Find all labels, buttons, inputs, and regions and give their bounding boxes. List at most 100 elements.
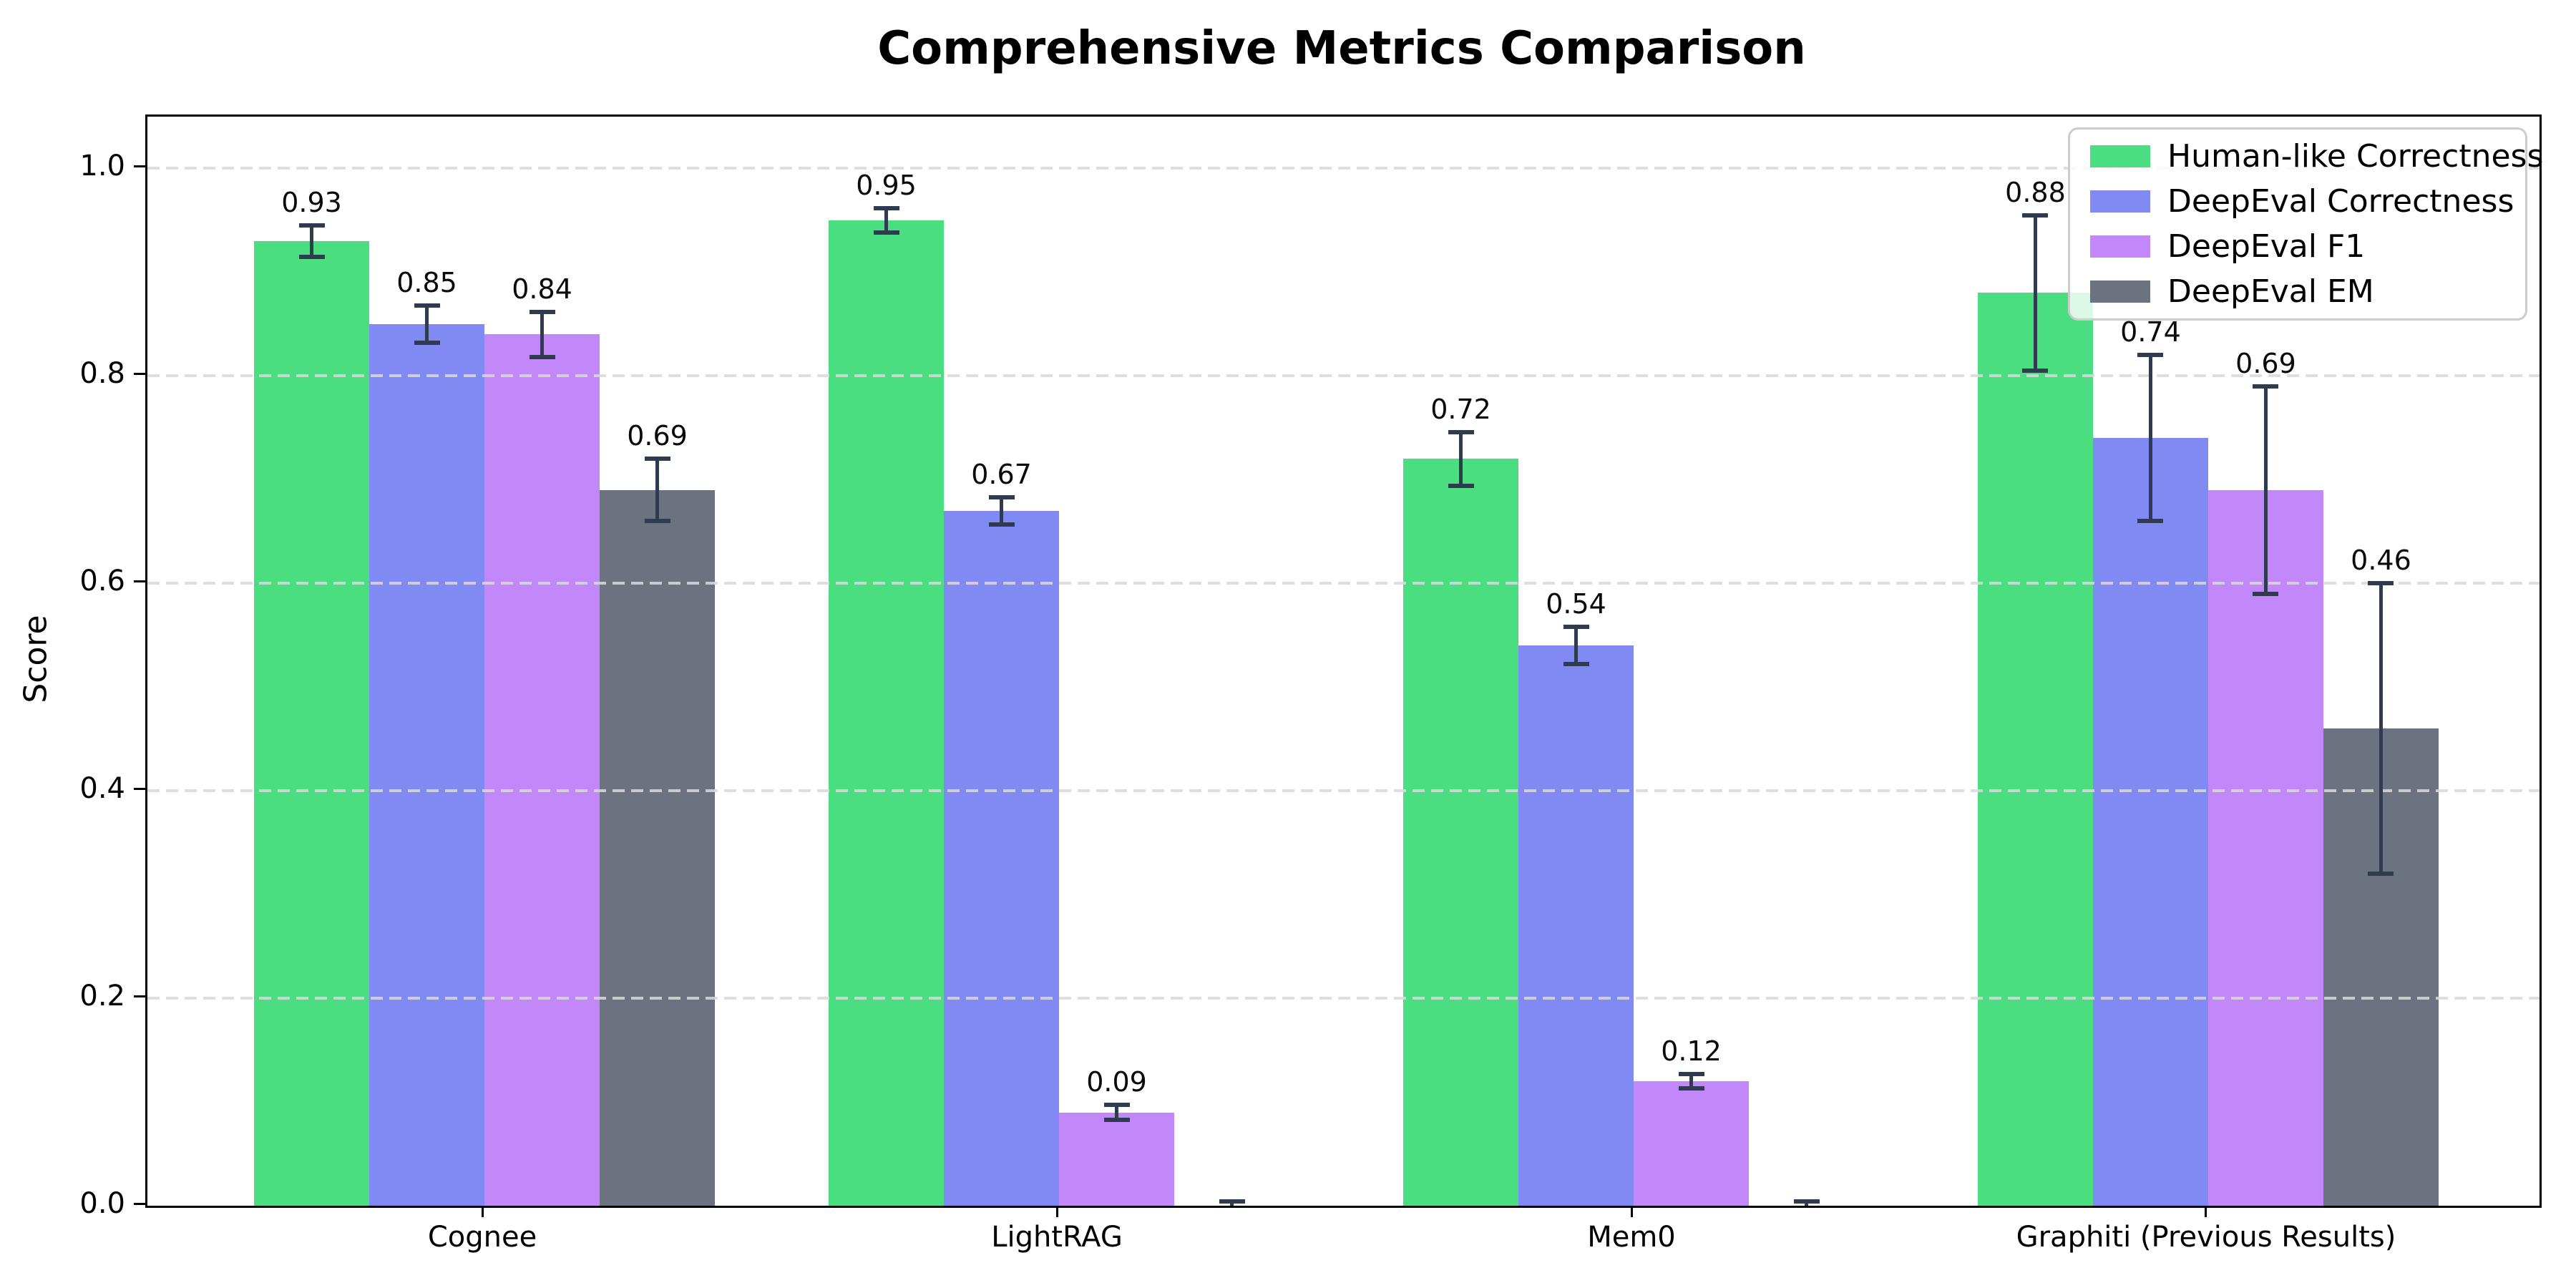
y-tick xyxy=(134,373,145,376)
y-tick xyxy=(134,995,145,998)
bar xyxy=(484,334,600,1206)
legend-item: DeepEval Correctness xyxy=(2070,179,2525,224)
bar xyxy=(944,510,1060,1206)
legend-swatch xyxy=(2090,190,2150,213)
error-bar-cap-bottom xyxy=(2253,591,2279,596)
error-bar xyxy=(425,305,429,343)
bar-value-label: 0.85 xyxy=(396,266,457,298)
bar-value-label: 0.69 xyxy=(627,420,688,452)
error-bar xyxy=(2033,215,2037,371)
legend-label: DeepEval F1 xyxy=(2167,228,2366,265)
bar-value-label: 0.09 xyxy=(1086,1066,1147,1098)
x-tick xyxy=(1055,1206,1058,1217)
bar xyxy=(1634,1081,1749,1206)
legend-swatch xyxy=(2090,235,2150,258)
error-bar-cap-bottom xyxy=(1448,484,1474,489)
error-bar-cap-top xyxy=(2137,353,2164,358)
error-bar xyxy=(1459,431,1463,487)
y-tick xyxy=(134,165,145,168)
error-bar xyxy=(655,459,660,522)
bar xyxy=(829,220,945,1206)
bar-value-label: 0.93 xyxy=(281,187,342,219)
error-bar-cap-bottom xyxy=(2137,519,2164,524)
x-tick xyxy=(2205,1206,2207,1217)
x-tick-label: Mem0 xyxy=(1587,1221,1676,1254)
bar xyxy=(1403,459,1518,1206)
bar xyxy=(1977,293,2093,1206)
bar-value-label: 0.74 xyxy=(2120,316,2181,348)
y-tick xyxy=(134,580,145,583)
bar-value-label: 0.95 xyxy=(856,169,917,201)
error-bar-cap-bottom xyxy=(414,340,440,345)
error-bar-cap-bottom xyxy=(298,254,325,259)
legend-label: DeepEval Correctness xyxy=(2167,183,2514,220)
error-bar xyxy=(2148,355,2152,522)
error-bar-cap-top xyxy=(298,223,325,228)
error-bar-cap-top xyxy=(2022,213,2049,218)
error-bar-cap-top xyxy=(2368,581,2394,586)
error-bar-cap-top xyxy=(1219,1199,1245,1204)
error-bar-cap-bottom xyxy=(1563,662,1589,667)
error-bar-cap-bottom xyxy=(2368,872,2394,877)
bar xyxy=(1518,645,1634,1206)
legend-swatch xyxy=(2090,145,2150,167)
y-tick xyxy=(134,788,145,791)
y-tick-label: 0.6 xyxy=(79,565,125,598)
y-tick-label: 0.4 xyxy=(79,772,125,806)
legend-swatch xyxy=(2090,280,2150,303)
x-tick-label: Graphiti (Previous Results) xyxy=(2016,1221,2396,1254)
bar-value-label: 0.54 xyxy=(1546,588,1606,620)
bar-value-label: 0.84 xyxy=(512,273,572,305)
bar xyxy=(2207,489,2323,1206)
error-bar-cap-bottom xyxy=(873,230,899,235)
bar xyxy=(2092,438,2208,1206)
bar xyxy=(600,489,716,1206)
error-bar-cap-bottom xyxy=(988,522,1015,527)
error-bar xyxy=(2379,583,2383,874)
error-bar-cap-top xyxy=(1793,1199,1820,1204)
error-bar xyxy=(1574,627,1578,665)
x-tick-label: LightRAG xyxy=(991,1221,1123,1254)
error-bar-cap-top xyxy=(2253,384,2279,389)
y-tick-label: 0.8 xyxy=(79,357,125,391)
error-bar-cap-top xyxy=(1563,625,1589,630)
error-bar-cap-bottom xyxy=(1103,1117,1130,1122)
error-bar-cap-top xyxy=(1678,1071,1704,1076)
chart-title: Comprehensive Metrics Comparison xyxy=(877,22,1806,75)
error-bar-cap-bottom xyxy=(1678,1086,1704,1091)
legend-label: Human-like Correctness xyxy=(2167,138,2544,175)
legend: Human-like Correctness DeepEval Correctne… xyxy=(2068,127,2543,321)
bar xyxy=(254,240,370,1206)
error-bar xyxy=(884,208,889,233)
bar-value-label: 0.72 xyxy=(1430,393,1491,425)
y-axis-label-text: Score xyxy=(17,615,54,703)
error-bar xyxy=(2263,386,2268,594)
error-bar xyxy=(310,225,314,257)
legend-item: DeepEval EM xyxy=(2070,269,2525,314)
legend-label: DeepEval EM xyxy=(2167,273,2374,310)
bar-value-label: 0.88 xyxy=(2005,176,2066,208)
error-bar xyxy=(1115,1105,1119,1120)
bar-value-label: 0.67 xyxy=(971,458,1032,490)
bar-value-label: 0.69 xyxy=(2235,347,2296,379)
error-bar-cap-top xyxy=(644,457,670,462)
bar xyxy=(369,323,485,1206)
error-bar xyxy=(540,311,545,358)
x-tick-label: Cognee xyxy=(427,1221,537,1254)
error-bar-cap-top xyxy=(529,309,555,314)
error-bar xyxy=(1000,497,1004,525)
x-tick xyxy=(481,1206,484,1217)
bar xyxy=(1059,1112,1175,1206)
error-bar-cap-bottom xyxy=(2022,369,2049,374)
y-tick xyxy=(134,1203,145,1205)
legend-item: DeepEval F1 xyxy=(2070,224,2525,269)
bar-value-label: 0.46 xyxy=(2351,545,2411,577)
x-tick xyxy=(1630,1206,1633,1217)
error-bar xyxy=(1689,1073,1693,1089)
y-tick-label: 1.0 xyxy=(79,150,125,183)
error-bar-cap-top xyxy=(988,494,1015,499)
error-bar-cap-top xyxy=(1103,1103,1130,1108)
bar-value-label: 0.12 xyxy=(1661,1035,1722,1067)
error-bar-cap-top xyxy=(873,205,899,210)
